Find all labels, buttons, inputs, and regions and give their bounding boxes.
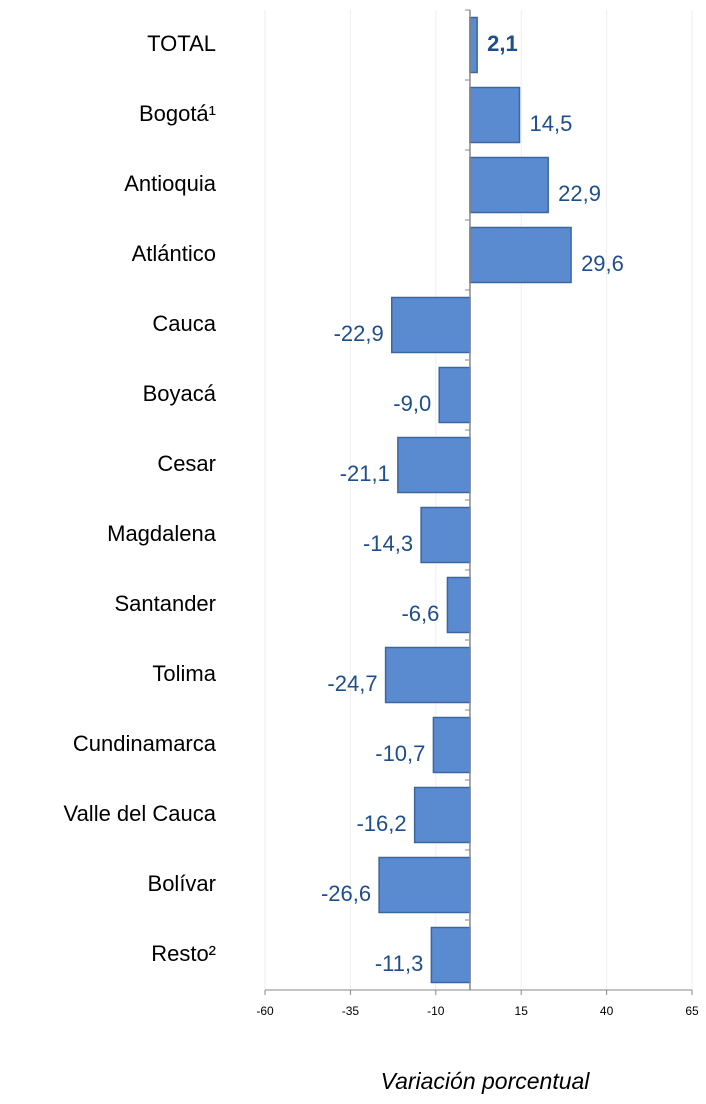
x-tick-label: 40 — [600, 1004, 614, 1018]
x-axis-label: Variación porcentual — [381, 1068, 591, 1094]
data-label: -24,7 — [327, 671, 377, 696]
bar — [469, 16, 478, 74]
data-label: -9,0 — [393, 391, 431, 416]
y-tick-label: Santander — [114, 591, 216, 616]
data-label: 22,9 — [558, 181, 601, 206]
bar — [413, 786, 471, 844]
y-tick-label: Resto² — [151, 941, 216, 966]
y-tick-label: Cundinamarca — [73, 731, 217, 756]
data-label: -6,6 — [401, 601, 439, 626]
data-label: -16,2 — [356, 811, 406, 836]
bar — [390, 296, 471, 354]
bar — [469, 156, 549, 214]
data-label: 14,5 — [529, 111, 572, 136]
bar — [420, 506, 471, 564]
x-tick-label: -35 — [342, 1004, 360, 1018]
x-tick-label: -10 — [427, 1004, 445, 1018]
data-label: 29,6 — [581, 251, 624, 276]
y-tick-label: Bolívar — [148, 871, 216, 896]
bar — [397, 436, 471, 494]
bar — [469, 226, 572, 284]
y-tick-label: Boyacá — [143, 381, 217, 406]
bar — [469, 86, 521, 144]
x-tick-label: 65 — [685, 1004, 699, 1018]
y-tick-label: Valle del Cauca — [64, 801, 217, 826]
bar — [446, 576, 471, 634]
data-label: -14,3 — [363, 531, 413, 556]
bar — [378, 856, 471, 914]
y-tick-label: Magdalena — [107, 521, 217, 546]
y-tick-label: Cesar — [157, 451, 216, 476]
bar — [432, 716, 471, 774]
x-tick-label: 15 — [515, 1004, 529, 1018]
y-tick-label: Atlántico — [132, 241, 216, 266]
data-label: 2,1 — [487, 31, 518, 56]
data-label: -10,7 — [375, 741, 425, 766]
bar — [438, 366, 471, 424]
data-label: -11,3 — [375, 951, 424, 976]
data-label: -21,1 — [340, 461, 390, 486]
y-tick-label: Bogotá¹ — [139, 101, 216, 126]
y-tick-label: TOTAL — [147, 31, 216, 56]
data-label: -22,9 — [334, 321, 384, 346]
y-tick-label: Cauca — [152, 311, 216, 336]
y-tick-label: Antioquia — [124, 171, 217, 196]
x-tick-label: -60 — [256, 1004, 274, 1018]
bar — [430, 926, 471, 984]
data-label: -26,6 — [321, 881, 371, 906]
y-tick-label: Tolima — [152, 661, 216, 686]
bar — [384, 646, 471, 704]
